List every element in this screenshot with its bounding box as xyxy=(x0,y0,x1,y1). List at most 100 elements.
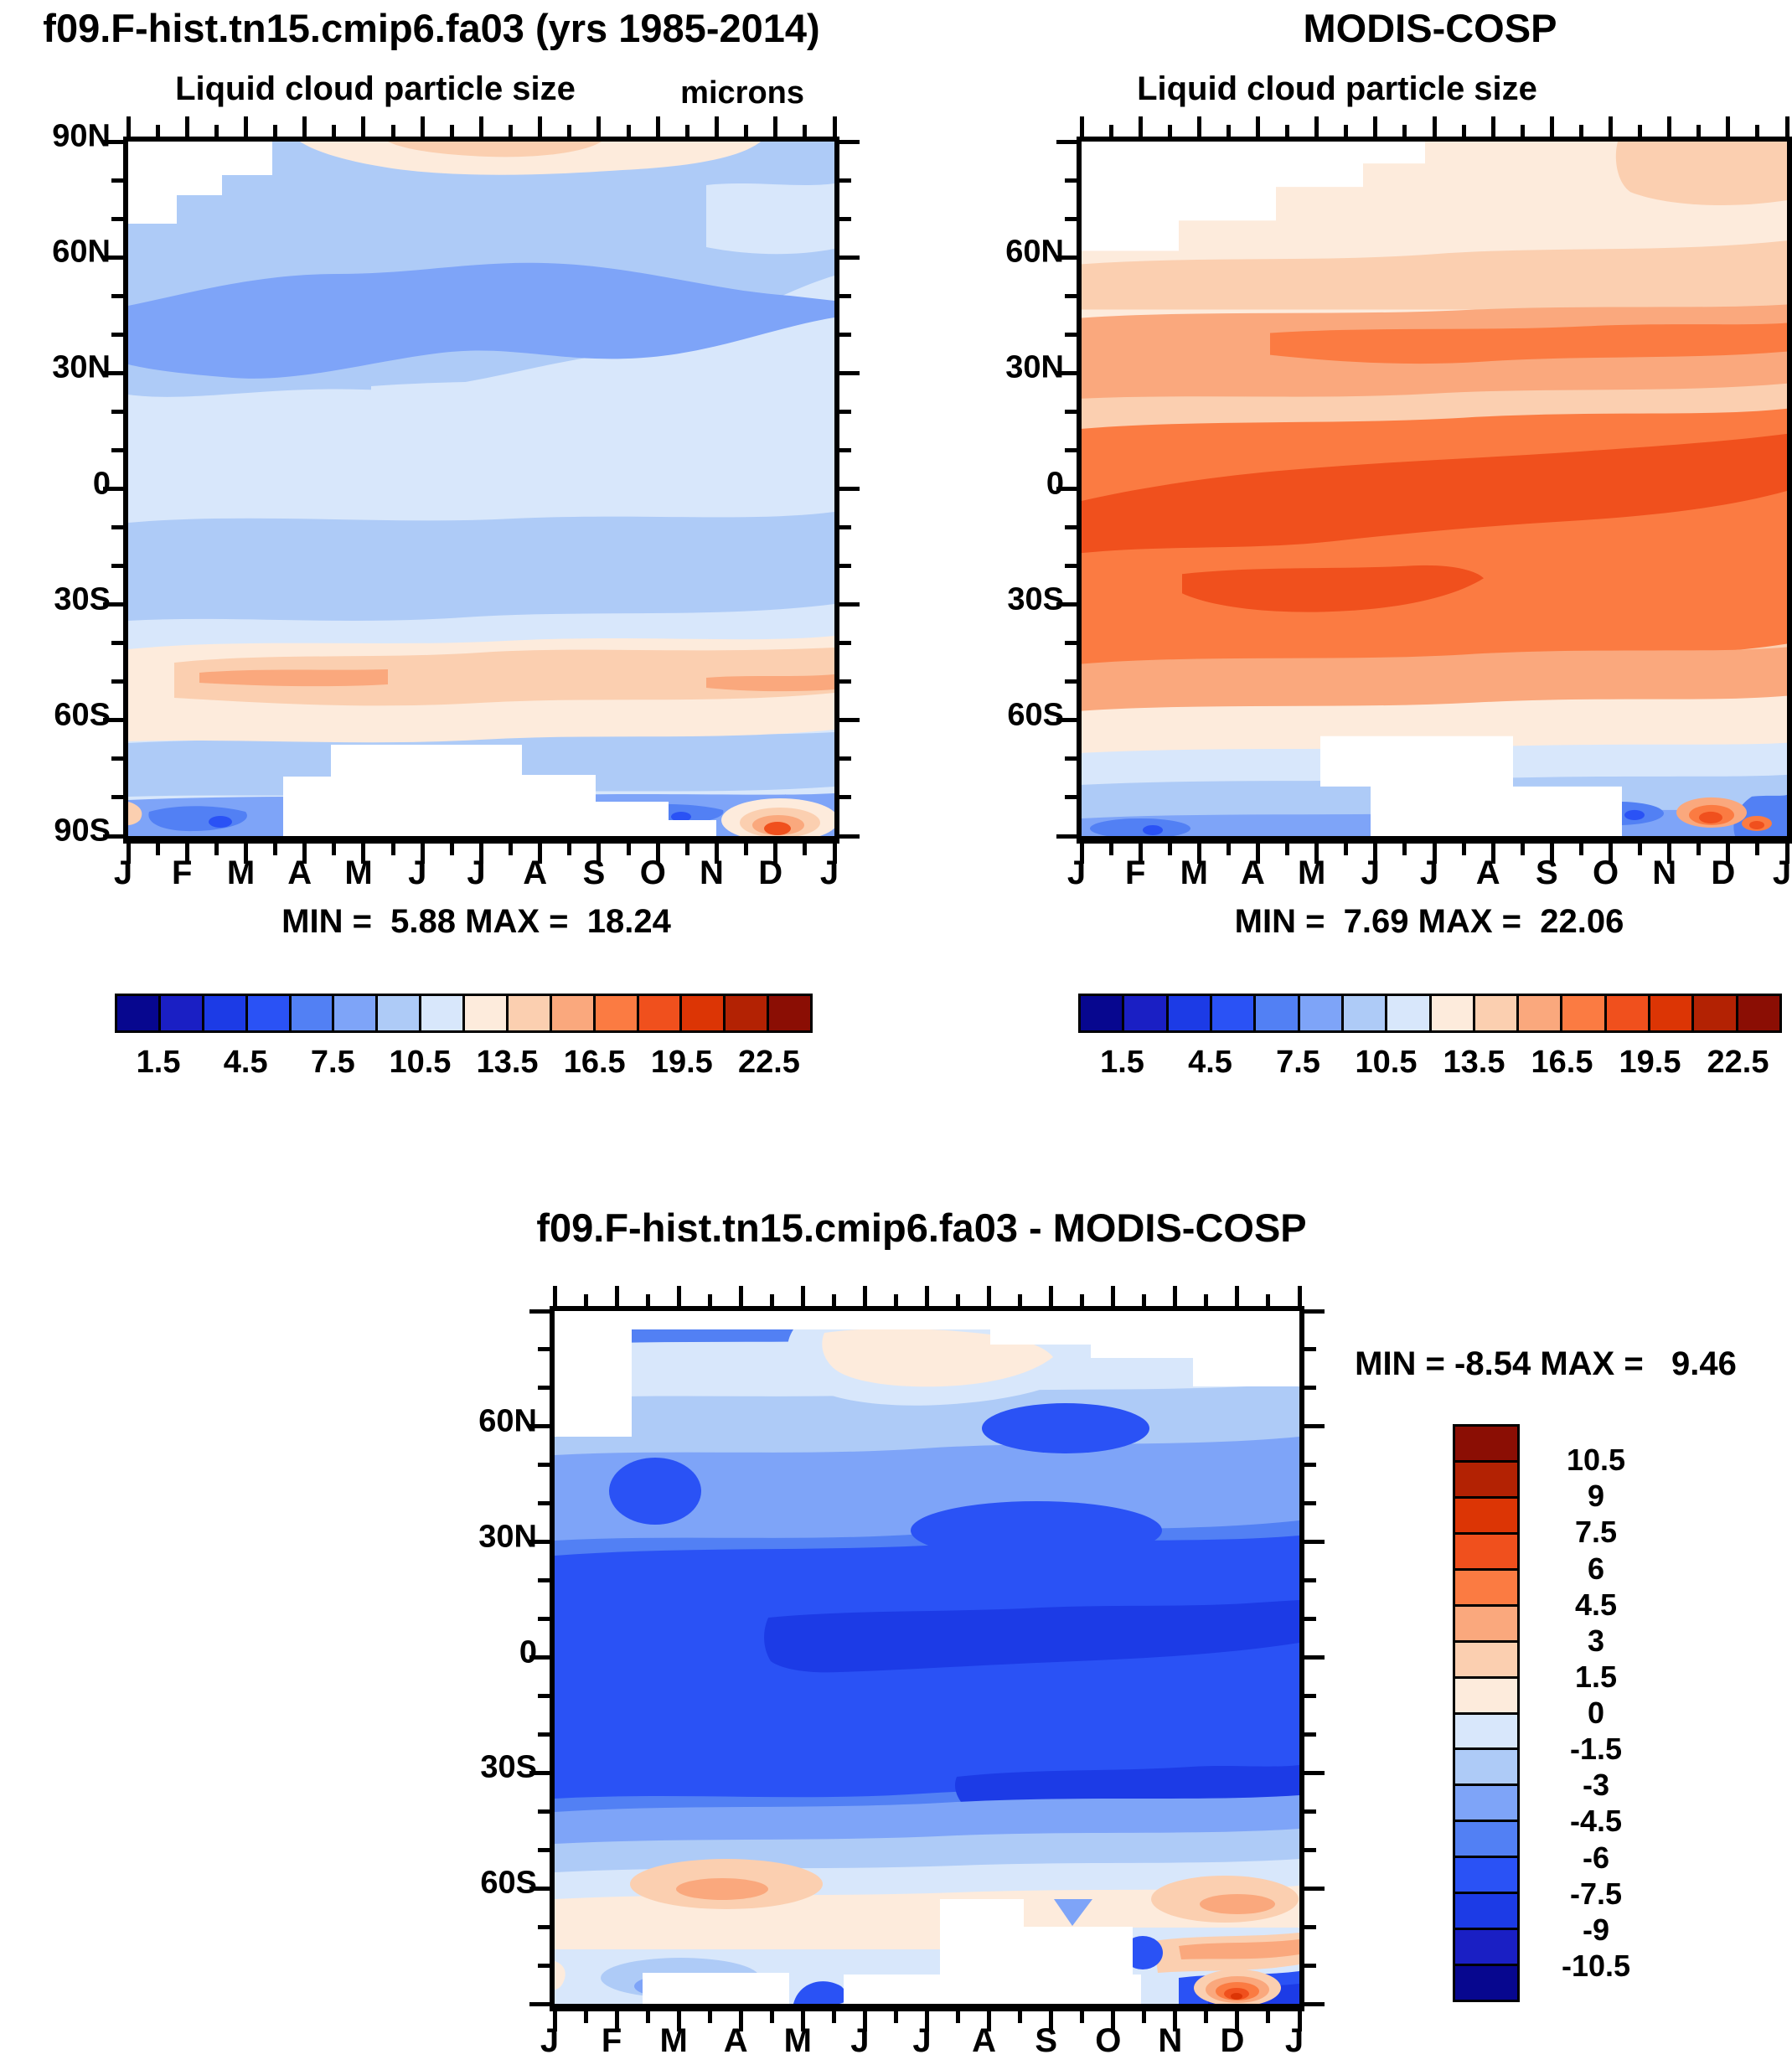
axis-tick xyxy=(1461,125,1466,137)
colorbar-cell xyxy=(1297,994,1344,1033)
axis-tick xyxy=(1108,125,1113,137)
colorbar-cell xyxy=(1453,1928,1520,1967)
axis-tick xyxy=(1018,1294,1023,1306)
axis-tick xyxy=(1266,2011,1271,2023)
colorbar-cell xyxy=(1453,1495,1520,1535)
axis-tick xyxy=(1520,125,1525,137)
colorbar-cell xyxy=(549,994,596,1033)
axis-tick xyxy=(1304,2001,1325,2006)
axis-tick xyxy=(332,844,337,855)
axis-tick xyxy=(1079,844,1084,864)
colorbar-tick-label: -10.5 xyxy=(1561,1948,1631,1983)
colorbar-tick-label: 3 xyxy=(1587,1623,1605,1658)
panel-model-minmax: MIN = 5.88 MAX = 18.24 xyxy=(281,903,671,940)
axis-tick xyxy=(1138,116,1143,137)
axis-tick xyxy=(302,844,307,864)
x-axis-month-label: A xyxy=(723,2022,748,2059)
axis-tick xyxy=(1667,844,1672,864)
y-axis-lat-label: 30N xyxy=(478,1519,537,1555)
colorbar-tick-label: 10.5 xyxy=(1355,1045,1418,1080)
axis-tick xyxy=(529,1886,550,1891)
colorbar-cell xyxy=(1340,994,1388,1033)
x-axis-month-label: J xyxy=(113,854,133,891)
x-axis-month-label: O xyxy=(1592,854,1619,891)
axis-tick xyxy=(332,125,337,137)
axis-tick xyxy=(529,1424,550,1429)
axis-tick xyxy=(839,525,851,530)
x-axis-month-label: A xyxy=(1475,854,1500,891)
colorbar-cell xyxy=(1453,1459,1520,1499)
colorbar-cell xyxy=(1385,994,1432,1033)
colorbar-cell xyxy=(1165,994,1212,1033)
panel-obs-y-axis-labels: 60N 30N 0 30S 60S xyxy=(963,137,1064,831)
axis-tick xyxy=(111,447,123,452)
axis-tick xyxy=(707,2011,712,2023)
panel-obs-colorbar: 1.5 4.5 7.5 10.5 13.5 16.5 19.5 22.5 xyxy=(1078,994,1782,1080)
colorbar-tick-label: 13.5 xyxy=(476,1045,539,1080)
x-axis-month-label: S xyxy=(582,854,606,891)
axis-tick xyxy=(529,2001,550,2006)
colorbar-tick-label: 10.5 xyxy=(389,1045,452,1080)
x-axis-month-label: M xyxy=(659,2022,688,2059)
x-axis-month-label: F xyxy=(1124,854,1146,891)
axis-tick xyxy=(1065,641,1077,646)
axis-tick xyxy=(832,116,837,137)
axis-tick xyxy=(538,1463,550,1468)
x-axis-month-label: J xyxy=(1419,854,1439,891)
y-axis-lat-label: 60N xyxy=(1005,234,1064,270)
colorbar-cell xyxy=(767,994,813,1033)
x-axis-month-label: M xyxy=(1297,854,1326,891)
axis-tick xyxy=(538,1617,550,1622)
axis-tick xyxy=(1297,2011,1302,2031)
panel-model-subtitle: Liquid cloud particle size xyxy=(175,70,576,107)
contour-field-diff xyxy=(555,1311,1299,2004)
colorbar-cell xyxy=(1453,1675,1520,1715)
axis-tick xyxy=(538,1386,550,1391)
axis-tick xyxy=(1297,1286,1302,1306)
axis-tick xyxy=(645,2011,650,2023)
axis-tick xyxy=(103,487,123,491)
axis-tick xyxy=(744,125,749,137)
y-axis-lat-label: 60N xyxy=(478,1403,537,1439)
axis-tick xyxy=(832,844,837,864)
axis-tick xyxy=(1065,756,1077,761)
axis-tick xyxy=(773,116,778,137)
colorbar-cell xyxy=(1428,994,1475,1033)
axis-tick xyxy=(1373,116,1378,137)
axis-tick xyxy=(184,116,189,137)
axis-tick xyxy=(839,409,851,414)
colorbar-cell xyxy=(1209,994,1257,1033)
colorbar-cell xyxy=(505,994,552,1033)
panel-obs-plot-frame xyxy=(1056,116,1792,864)
axis-tick xyxy=(800,1286,805,1306)
axis-tick xyxy=(839,487,860,491)
axis-tick xyxy=(1304,1424,1325,1429)
axis-tick xyxy=(839,756,851,761)
colorbar-tick-label: 19.5 xyxy=(650,1045,713,1080)
axis-tick xyxy=(1173,1286,1178,1306)
colorbar-tick-label: 4.5 xyxy=(1574,1587,1618,1622)
colorbar-tick-label: 13.5 xyxy=(1443,1045,1505,1080)
y-axis-lat-label: 30S xyxy=(54,581,111,617)
axis-tick xyxy=(803,844,808,855)
axis-tick xyxy=(925,1286,929,1306)
colorbar-cell xyxy=(1253,994,1300,1033)
axis-tick xyxy=(1432,844,1437,864)
colorbar-cell xyxy=(419,994,465,1033)
colorbar-tick-label: 10.5 xyxy=(1566,1443,1626,1478)
axis-tick xyxy=(420,844,425,864)
colorbar-cell xyxy=(1078,994,1125,1033)
colorbar-tick-label: 6 xyxy=(1587,1551,1605,1586)
x-axis-month-label: J xyxy=(1361,854,1380,891)
axis-tick xyxy=(715,116,719,137)
contour-field-model xyxy=(128,142,834,836)
axis-tick xyxy=(839,370,860,375)
axis-tick xyxy=(1609,844,1613,864)
axis-tick xyxy=(529,1655,550,1660)
y-axis-lat-label: 60S xyxy=(54,697,111,733)
axis-tick xyxy=(1142,2011,1147,2023)
axis-tick xyxy=(103,139,123,144)
colorbar-tick-label: 7.5 xyxy=(1276,1045,1320,1080)
axis-tick xyxy=(1344,125,1349,137)
colorbar-cell xyxy=(1453,1424,1520,1463)
